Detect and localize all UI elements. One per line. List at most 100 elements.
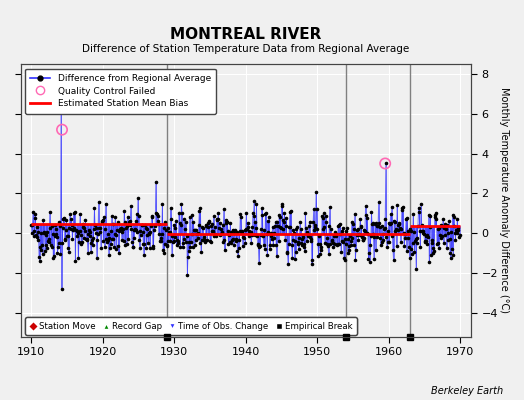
Point — [339, 225, 347, 231]
Point — [66, 211, 74, 218]
Point — [119, 238, 128, 244]
Point — [57, 91, 66, 97]
Point — [147, 214, 156, 221]
Title: MONTREAL RIVER: MONTREAL RIVER — [170, 27, 321, 42]
Point — [428, 237, 436, 244]
Point — [264, 228, 272, 235]
Point — [39, 216, 47, 223]
Point — [173, 237, 181, 244]
Point — [103, 238, 111, 245]
Point — [251, 219, 259, 226]
Point — [55, 219, 63, 225]
Point — [226, 220, 234, 226]
Point — [351, 257, 359, 263]
Point — [333, 240, 342, 247]
Point — [299, 244, 308, 250]
Point — [61, 236, 70, 242]
Point — [306, 234, 314, 240]
Point — [99, 217, 107, 223]
Point — [297, 240, 305, 246]
Point — [128, 244, 137, 250]
Point — [429, 250, 437, 256]
Point — [180, 236, 189, 242]
Point — [304, 233, 312, 240]
Point — [183, 272, 192, 278]
Point — [394, 221, 402, 228]
Point — [329, 240, 337, 246]
Point — [438, 222, 446, 229]
Point — [426, 212, 434, 219]
Point — [377, 242, 385, 248]
Point — [129, 244, 137, 250]
Point — [78, 239, 86, 246]
Point — [151, 179, 160, 185]
Point — [59, 216, 68, 222]
Point — [345, 247, 353, 253]
Point — [37, 230, 46, 236]
Point — [85, 229, 94, 236]
Point — [254, 241, 262, 248]
Point — [274, 223, 282, 230]
Point — [212, 217, 221, 223]
Point — [162, 243, 171, 249]
Point — [72, 228, 81, 234]
Point — [423, 231, 432, 238]
Point — [269, 242, 277, 248]
Point — [112, 246, 120, 253]
Point — [89, 242, 97, 248]
Point — [302, 238, 311, 244]
Point — [190, 227, 198, 233]
Point — [64, 249, 73, 255]
Point — [199, 225, 207, 231]
Point — [95, 225, 104, 231]
Point — [296, 219, 304, 225]
Point — [214, 210, 223, 216]
Point — [416, 244, 424, 250]
Point — [218, 229, 226, 235]
Point — [141, 222, 149, 228]
Point — [436, 235, 445, 242]
Point — [247, 232, 256, 238]
Point — [220, 237, 228, 243]
Point — [125, 219, 133, 226]
Point — [73, 233, 81, 240]
Point — [332, 233, 341, 240]
Point — [310, 227, 319, 234]
Point — [72, 226, 80, 233]
Point — [343, 250, 352, 256]
Point — [232, 236, 240, 242]
Point — [312, 206, 321, 212]
Point — [410, 249, 419, 255]
Point — [280, 218, 288, 225]
Point — [357, 224, 366, 230]
Point — [282, 248, 291, 255]
Point — [101, 244, 109, 250]
Point — [389, 257, 398, 263]
Point — [293, 224, 301, 231]
Point — [224, 241, 233, 247]
Point — [71, 209, 79, 215]
Point — [234, 245, 243, 251]
Point — [187, 239, 195, 246]
Point — [355, 232, 364, 238]
Point — [259, 242, 268, 248]
Point — [81, 227, 89, 234]
Point — [297, 226, 305, 232]
Point — [425, 259, 433, 266]
Point — [110, 221, 118, 227]
Point — [77, 232, 85, 238]
Point — [29, 208, 37, 215]
Point — [67, 216, 75, 222]
Point — [278, 201, 286, 207]
Point — [36, 258, 44, 264]
Point — [403, 228, 412, 234]
Point — [263, 252, 271, 258]
Point — [174, 240, 183, 247]
Point — [114, 243, 123, 250]
Point — [338, 238, 346, 244]
Point — [281, 223, 290, 229]
Point — [402, 248, 411, 254]
Point — [373, 223, 381, 229]
Point — [237, 228, 246, 234]
Point — [337, 228, 346, 234]
